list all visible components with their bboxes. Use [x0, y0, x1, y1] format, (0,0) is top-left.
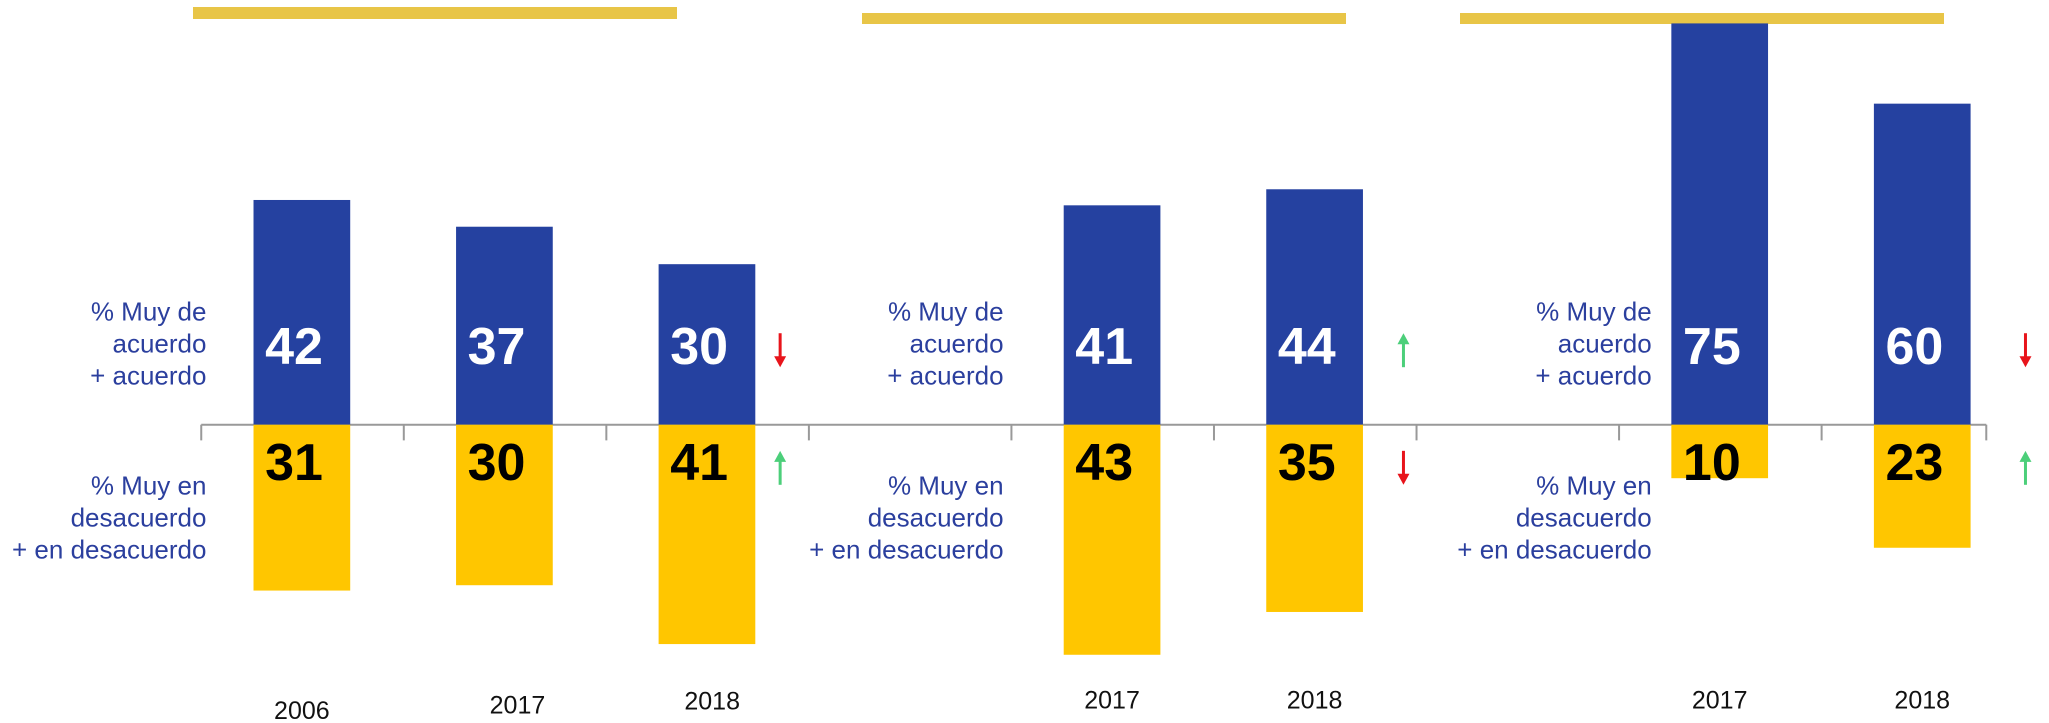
trend-arrow: [1397, 450, 1410, 485]
series-label: desacuerdo: [71, 502, 207, 532]
value-label: 37: [468, 318, 526, 376]
x-tick-label: 2006: [274, 697, 330, 723]
value-label: 10: [1683, 434, 1741, 492]
trend-arrow: [1397, 333, 1410, 368]
arrow-head: [2019, 450, 2032, 462]
bar: [253, 199, 351, 425]
trend-arrow: [2019, 450, 2032, 485]
arrow-head: [1397, 333, 1410, 345]
value-label: 35: [1278, 434, 1336, 492]
series-label: % Muy en: [91, 470, 207, 500]
value-label: 31: [265, 434, 323, 492]
arrow-head: [774, 356, 787, 368]
trend-arrow: [2019, 333, 2032, 368]
bar: [658, 264, 756, 425]
bar: [456, 226, 553, 425]
series-label: + en desacuerdo: [809, 534, 1003, 564]
series-label: % Muy en: [888, 470, 1004, 500]
series-label: + acuerdo: [887, 361, 1003, 391]
header-bar: [862, 13, 1346, 24]
bar: [1873, 424, 1971, 548]
bar: [1266, 189, 1363, 425]
bar: [1063, 424, 1161, 655]
x-tick-label: 2017: [490, 692, 546, 720]
bar: [658, 424, 756, 645]
value-label: 42: [265, 318, 323, 376]
bar: [1873, 103, 1971, 425]
series-label: desacuerdo: [1516, 502, 1652, 532]
trend-arrow: [774, 450, 787, 485]
header-bar: [1460, 13, 1944, 24]
value-label: 75: [1683, 318, 1741, 376]
arrow-head: [2019, 356, 2032, 368]
x-tick-label: 2017: [1692, 686, 1748, 714]
series-label: % Muy en: [1536, 470, 1652, 500]
bar: [1063, 205, 1161, 425]
series-label: % Muy de: [91, 296, 207, 326]
trend-arrow: [774, 333, 787, 368]
header-bar: [193, 7, 677, 19]
value-label: 30: [670, 318, 728, 376]
series-label: acuerdo: [112, 329, 206, 359]
value-label: 23: [1885, 434, 1943, 492]
bar: [1671, 424, 1769, 479]
value-label: 43: [1075, 434, 1133, 492]
arrow-head: [774, 450, 787, 462]
series-label: acuerdo: [910, 329, 1004, 359]
series-label: % Muy de: [888, 296, 1004, 326]
bar: [1266, 424, 1363, 612]
series-label: + en desacuerdo: [1457, 534, 1651, 564]
value-label: 41: [1075, 318, 1133, 376]
x-tick-label: 2017: [1084, 686, 1140, 714]
bar: [1671, 23, 1769, 425]
series-label: desacuerdo: [868, 502, 1004, 532]
value-label: 60: [1885, 318, 1943, 376]
series-label: acuerdo: [1558, 329, 1652, 359]
series-label: + en desacuerdo: [12, 534, 206, 564]
arrow-head: [1397, 473, 1410, 485]
x-tick-label: 2018: [1894, 686, 1950, 714]
x-tick-label: 2018: [684, 688, 740, 716]
x-tick-label: 2018: [1287, 686, 1343, 714]
value-label: 41: [670, 434, 728, 492]
bar: [253, 424, 351, 591]
value-label: 30: [468, 434, 526, 492]
series-label: + acuerdo: [1535, 361, 1651, 391]
bar: [456, 424, 553, 586]
series-label: + acuerdo: [90, 361, 206, 391]
value-label: 44: [1278, 318, 1336, 376]
series-label: % Muy de: [1536, 296, 1652, 326]
